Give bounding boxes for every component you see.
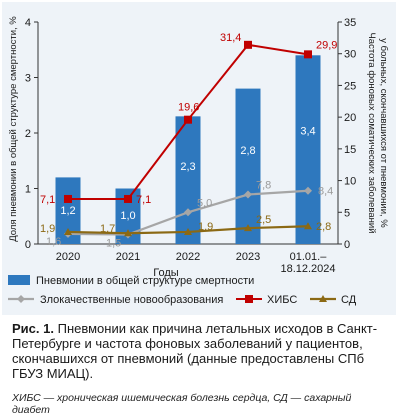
legend-label: Пневмонии в общей структуре смертности — [36, 275, 254, 287]
left-tick-label: 2 — [25, 128, 31, 140]
right-tick-label: 15 — [344, 144, 356, 156]
series-marker-diamond — [304, 186, 312, 195]
right-tick-label: 30 — [344, 49, 356, 61]
bar-value-label: 1,2 — [60, 205, 75, 217]
line-value-label: 1,9 — [40, 223, 55, 235]
x-tick-label: 2023 — [236, 251, 260, 263]
legend-swatch-bar — [8, 275, 30, 285]
series-marker-diamond — [184, 208, 192, 217]
series-marker-triangle — [304, 222, 312, 230]
line-value-label: 5,0 — [197, 197, 212, 209]
bar-value-label: 2,8 — [240, 145, 255, 157]
line-value-label: 29,9 — [316, 39, 337, 51]
line-value-label: 7,8 — [256, 180, 271, 192]
line-value-label: 1,7 — [100, 223, 115, 235]
right-tick-label: 20 — [344, 112, 356, 124]
line-value-label: 7,1 — [40, 194, 55, 206]
figure-label: Рис. 1. — [12, 321, 54, 336]
bar-value-label: 3,4 — [300, 126, 315, 138]
bar — [175, 116, 201, 244]
series-marker-square — [124, 194, 132, 203]
right-axis-title-line2: у больных, скончавшихся от пневмонии, % — [378, 38, 389, 228]
right-axis-title-line1: Частота фоновых соматических заболеваний — [366, 32, 377, 233]
x-tick-label: 18.12.2024 — [280, 263, 335, 275]
right-tick-label: 10 — [344, 176, 356, 188]
legend-marker-square — [245, 295, 253, 303]
line-value-label: 2,5 — [256, 214, 271, 226]
line-value-label: 19,6 — [178, 102, 199, 114]
line-value-label: 1,5 — [106, 237, 121, 249]
legend-label: Злокачественные новообразования — [40, 294, 223, 306]
legend-label: СД — [341, 294, 357, 306]
combo-chart: 0 1 2 3 4 0 5 10 15 20 25 30 35 Доля пневмонии в обще… — [8, 16, 389, 306]
line-value-label: 8,4 — [318, 186, 333, 198]
series-marker-square — [304, 50, 312, 59]
right-tick-label: 0 — [344, 239, 350, 251]
right-tick-label: 35 — [344, 17, 356, 29]
line-value-label: 1,6 — [46, 236, 61, 248]
right-tick-label: 5 — [344, 207, 350, 219]
left-tick-label: 4 — [25, 17, 31, 29]
x-axis-title: Годы — [153, 267, 179, 279]
left-tick-label: 0 — [25, 239, 31, 251]
x-tick-label: 2020 — [56, 251, 80, 263]
bar-value-label: 2,3 — [180, 161, 195, 173]
figure-caption: Рис. 1. Пневмонии как причина летальных … — [12, 321, 392, 381]
x-tick-label: 2022 — [176, 251, 200, 263]
line-value-label: 7,1 — [136, 194, 151, 206]
bar-value-label: 1,0 — [120, 210, 135, 222]
series-marker-triangle — [184, 227, 192, 235]
x-tick-label: 2021 — [116, 251, 140, 263]
caption-text: Пневмонии как причина летальных исходов … — [12, 321, 378, 381]
left-tick-label: 3 — [25, 73, 31, 85]
line-value-label: 1,9 — [198, 221, 213, 233]
x-tick-label: 01.01.– — [290, 251, 328, 263]
series-marker-diamond — [244, 190, 252, 199]
legend-marker-diamond — [17, 295, 25, 303]
series-marker-triangle — [64, 227, 72, 235]
left-axis-title: Доля пневмонии в общей структуре смертно… — [8, 16, 19, 242]
series-marker-triangle — [124, 229, 132, 237]
left-tick-label: 1 — [25, 184, 31, 196]
series-marker-triangle — [244, 224, 252, 232]
legend-label: ХИБС — [267, 294, 297, 306]
bar — [235, 88, 261, 244]
figure-footnote: ХИБС — хроническая ишемическая болезнь с… — [12, 392, 352, 416]
series-marker-square — [244, 40, 252, 49]
line-value-label: 2,8 — [316, 221, 331, 233]
line-value-label: 31,4 — [220, 32, 241, 44]
legend-marker-triangle — [319, 295, 327, 302]
series-marker-square — [64, 194, 72, 203]
bar — [295, 55, 321, 244]
right-tick-label: 25 — [344, 80, 356, 92]
series-marker-square — [184, 115, 192, 124]
